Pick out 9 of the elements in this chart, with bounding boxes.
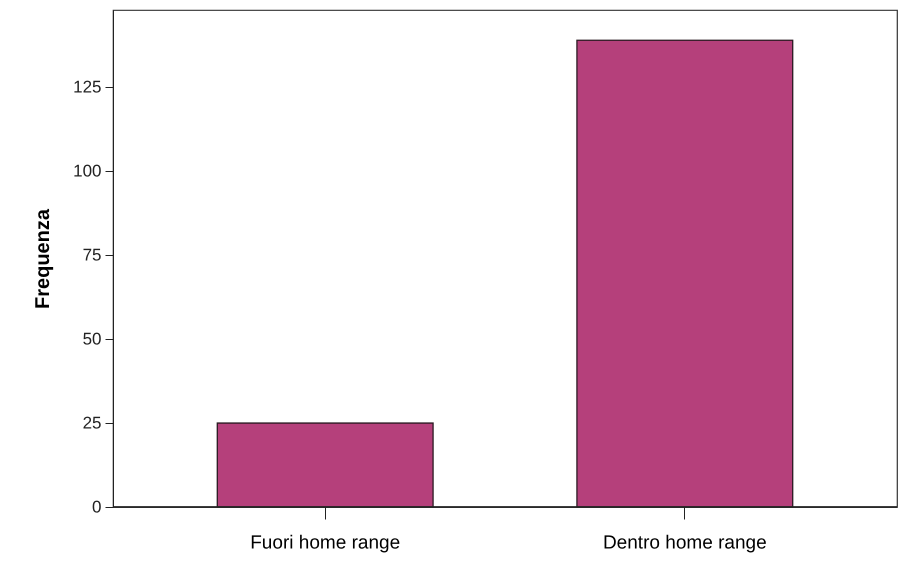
y-tick-label: 0	[92, 498, 102, 516]
y-tick-label: 50	[82, 330, 102, 349]
y-tick-label: 100	[73, 162, 102, 181]
x-tick-label: Dentro home range	[602, 532, 767, 554]
y-tick-label: 25	[82, 414, 102, 433]
y-tick-label: 75	[82, 246, 102, 265]
y-tick-label: 125	[73, 78, 102, 97]
x-tick-label: Fuori home range	[250, 532, 400, 554]
y-axis-title: Frequenza	[32, 208, 54, 310]
